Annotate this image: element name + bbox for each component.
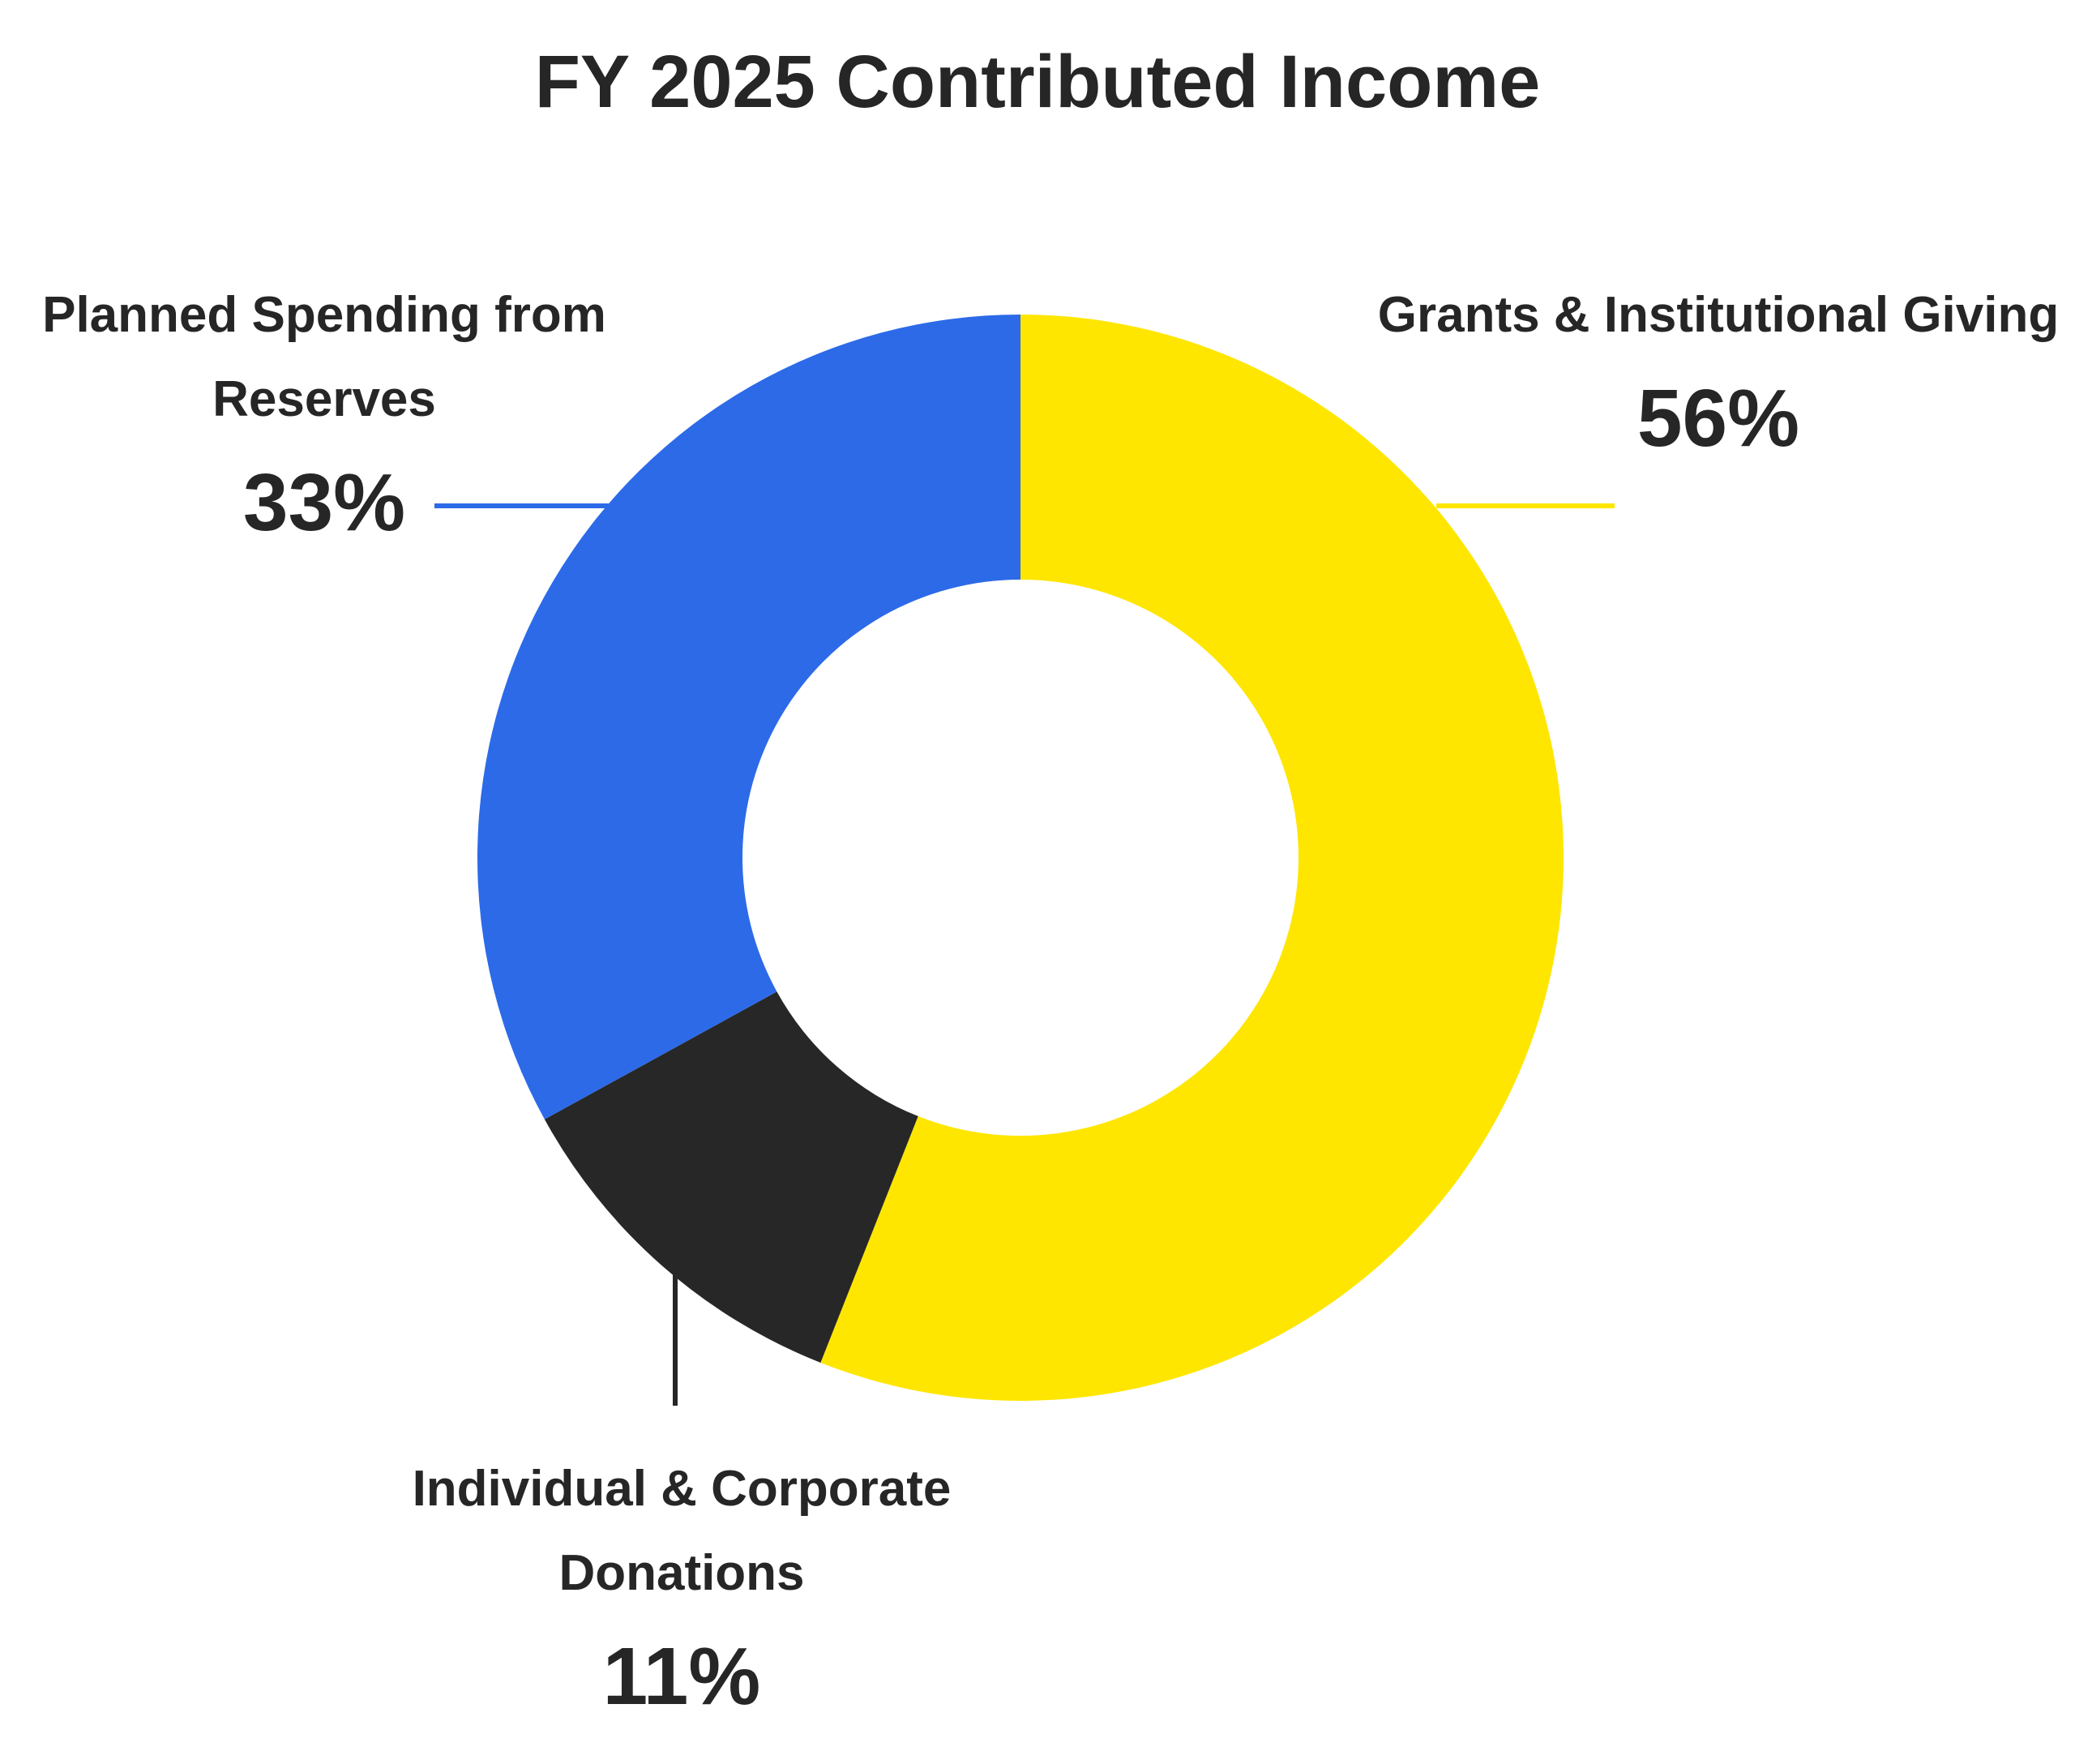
category-label: Grants & Institutional Giving <box>1377 287 2060 343</box>
value-label: 11% <box>602 1631 761 1722</box>
category-label: Planned Spending from Reserves <box>42 287 606 427</box>
donut-slice <box>820 315 1564 1401</box>
slice-label: Planned Spending from Reserves 33% <box>32 273 616 563</box>
chart-title: FY 2025 Contributed Income <box>534 41 1541 123</box>
donut-slice <box>544 991 918 1363</box>
slice-label: Grants & Institutional Giving 56% <box>1370 273 2067 479</box>
category-label: Individual & Corporate Donations <box>412 1461 952 1601</box>
value-label: 56% <box>1636 373 1800 464</box>
value-label: 33% <box>242 457 406 548</box>
slice-label: Individual & Corporate Donations 11% <box>317 1447 1046 1737</box>
donut-slice <box>477 315 1020 1120</box>
